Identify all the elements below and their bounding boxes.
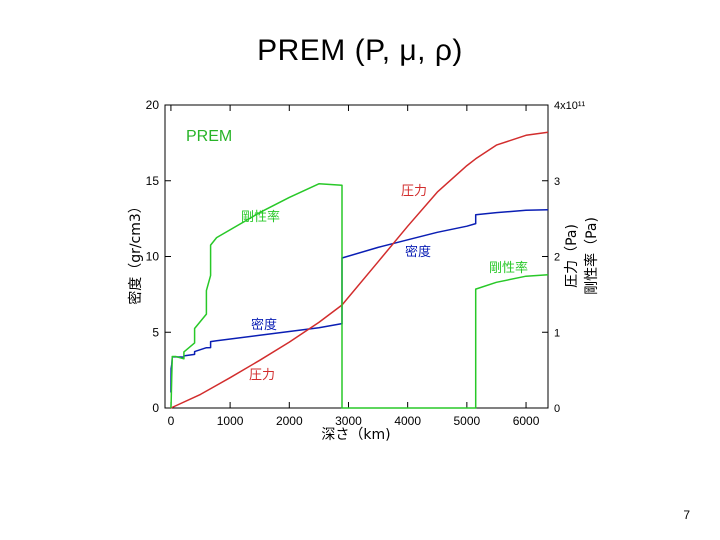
x-tick-label: 6000 <box>513 414 540 428</box>
y-left-tick-label: 15 <box>146 174 160 188</box>
pressure-line <box>170 131 549 409</box>
y-left-tick-label: 0 <box>152 401 159 415</box>
density-annotation: 密度 <box>251 317 277 333</box>
y-left-tick-label: 10 <box>146 250 160 264</box>
x-tick-label: 5000 <box>454 414 481 428</box>
x-tick-label: 1000 <box>217 414 244 428</box>
chart-labels: PREM 深さ（km) 密度（gr/cm3） 圧力（Pa) 剛性率（Pa) <box>127 128 600 443</box>
series-group <box>170 131 549 409</box>
page-number: 7 <box>683 508 690 522</box>
y-right-tick-label: 3 <box>554 176 560 188</box>
slide-title: PREM (P, μ, ρ) <box>257 34 463 67</box>
x-tick-label: 2000 <box>276 414 303 428</box>
x-tick-label: 0 <box>168 414 175 428</box>
rigidity-line <box>170 183 549 409</box>
y-left-tick-label: 5 <box>152 325 159 339</box>
density-annotation: 密度 <box>405 244 431 260</box>
x-tick-label: 3000 <box>335 414 362 428</box>
chart-title: PREM <box>186 128 232 145</box>
y-left-tick-label: 20 <box>146 98 160 112</box>
pressure-annotation: 圧力 <box>401 184 427 199</box>
density-line <box>170 208 549 393</box>
x-axis-label: 深さ（km) <box>321 427 390 443</box>
y-right-tick-label: 2 <box>554 252 560 264</box>
y-axis-label-left: 密度（gr/cm3） <box>127 199 144 305</box>
rigidity-annotation: 剛性率 <box>489 260 528 276</box>
plot-area-border <box>164 104 549 409</box>
y-right-tick-label: 4x10¹¹ <box>554 100 586 112</box>
y-axis-label-right-pressure: 圧力（Pa) <box>564 224 580 288</box>
y-axis-label-right-rigidity: 剛性率（Pa) <box>583 217 600 295</box>
x-tick-label: 4000 <box>394 414 421 428</box>
y-right-tick-label: 0 <box>554 403 560 415</box>
axis-ticks: 0 1000 2000 3000 4000 5000 6000 0 5 10 15 20 0 1 2 3 4x1… <box>146 98 586 428</box>
plot-frame <box>164 104 549 409</box>
pressure-annotation: 圧力 <box>249 368 275 383</box>
rigidity-annotation: 剛性率 <box>241 209 280 225</box>
y-right-tick-label: 1 <box>554 327 560 339</box>
